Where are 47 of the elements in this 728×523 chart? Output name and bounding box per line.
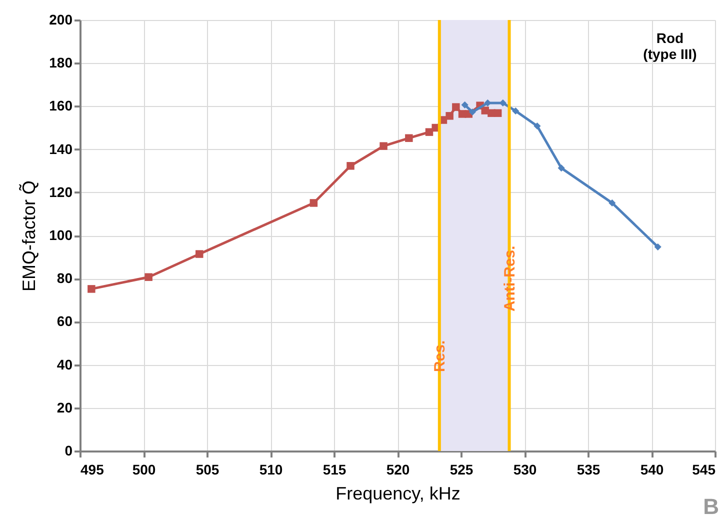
point	[534, 122, 541, 130]
point	[461, 101, 468, 108]
point	[380, 142, 388, 150]
y-axis-title: EMQ-factor Q̃	[19, 180, 40, 292]
x-tick-label: 515	[322, 462, 346, 478]
x-tick-label: 530	[513, 462, 537, 478]
x-tick-label: 545	[692, 462, 716, 478]
point	[512, 107, 520, 114]
x-tick-label: 520	[386, 462, 410, 478]
y-tick-label: 80	[56, 270, 73, 286]
point	[558, 164, 565, 172]
y-tick-label: 160	[49, 98, 73, 114]
point	[346, 162, 354, 170]
x-tick-label: 525	[450, 462, 474, 478]
point	[654, 243, 662, 250]
y-tick-label: 100	[49, 227, 73, 243]
annotation: Rod (type III)	[643, 30, 697, 62]
point	[425, 128, 434, 136]
ref-line-label: Res.	[431, 340, 448, 372]
x-tick-label: 505	[196, 462, 220, 478]
point	[484, 99, 492, 107]
y-tick-label: 0	[64, 442, 73, 458]
y-tick-label: 200	[49, 12, 73, 28]
ref-line-label: Anti-Res.	[501, 246, 518, 312]
y-tick-label: 40	[56, 356, 73, 372]
x-tick-label: 540	[640, 462, 664, 478]
x-tick-label: 495	[80, 462, 104, 478]
y-tick-label: 180	[49, 54, 73, 71]
point	[88, 285, 96, 293]
point	[452, 103, 460, 111]
text: B	[703, 494, 719, 519]
x-axis-title: Frequency, kHz	[336, 484, 460, 504]
y-tick-label: 140	[49, 140, 73, 157]
y-tick-label: 120	[49, 184, 73, 200]
x-tick-label: 500	[132, 462, 156, 478]
point	[310, 199, 318, 207]
point	[144, 273, 152, 281]
point	[608, 199, 616, 206]
point	[196, 250, 204, 258]
x-tick-label: 535	[576, 462, 600, 478]
point	[494, 109, 502, 117]
y-tick-label: 20	[56, 399, 73, 416]
point	[468, 108, 476, 116]
point	[446, 112, 454, 120]
point	[405, 134, 413, 142]
x-tick-label: 510	[259, 462, 283, 478]
y-tick-label: 60	[56, 313, 73, 330]
